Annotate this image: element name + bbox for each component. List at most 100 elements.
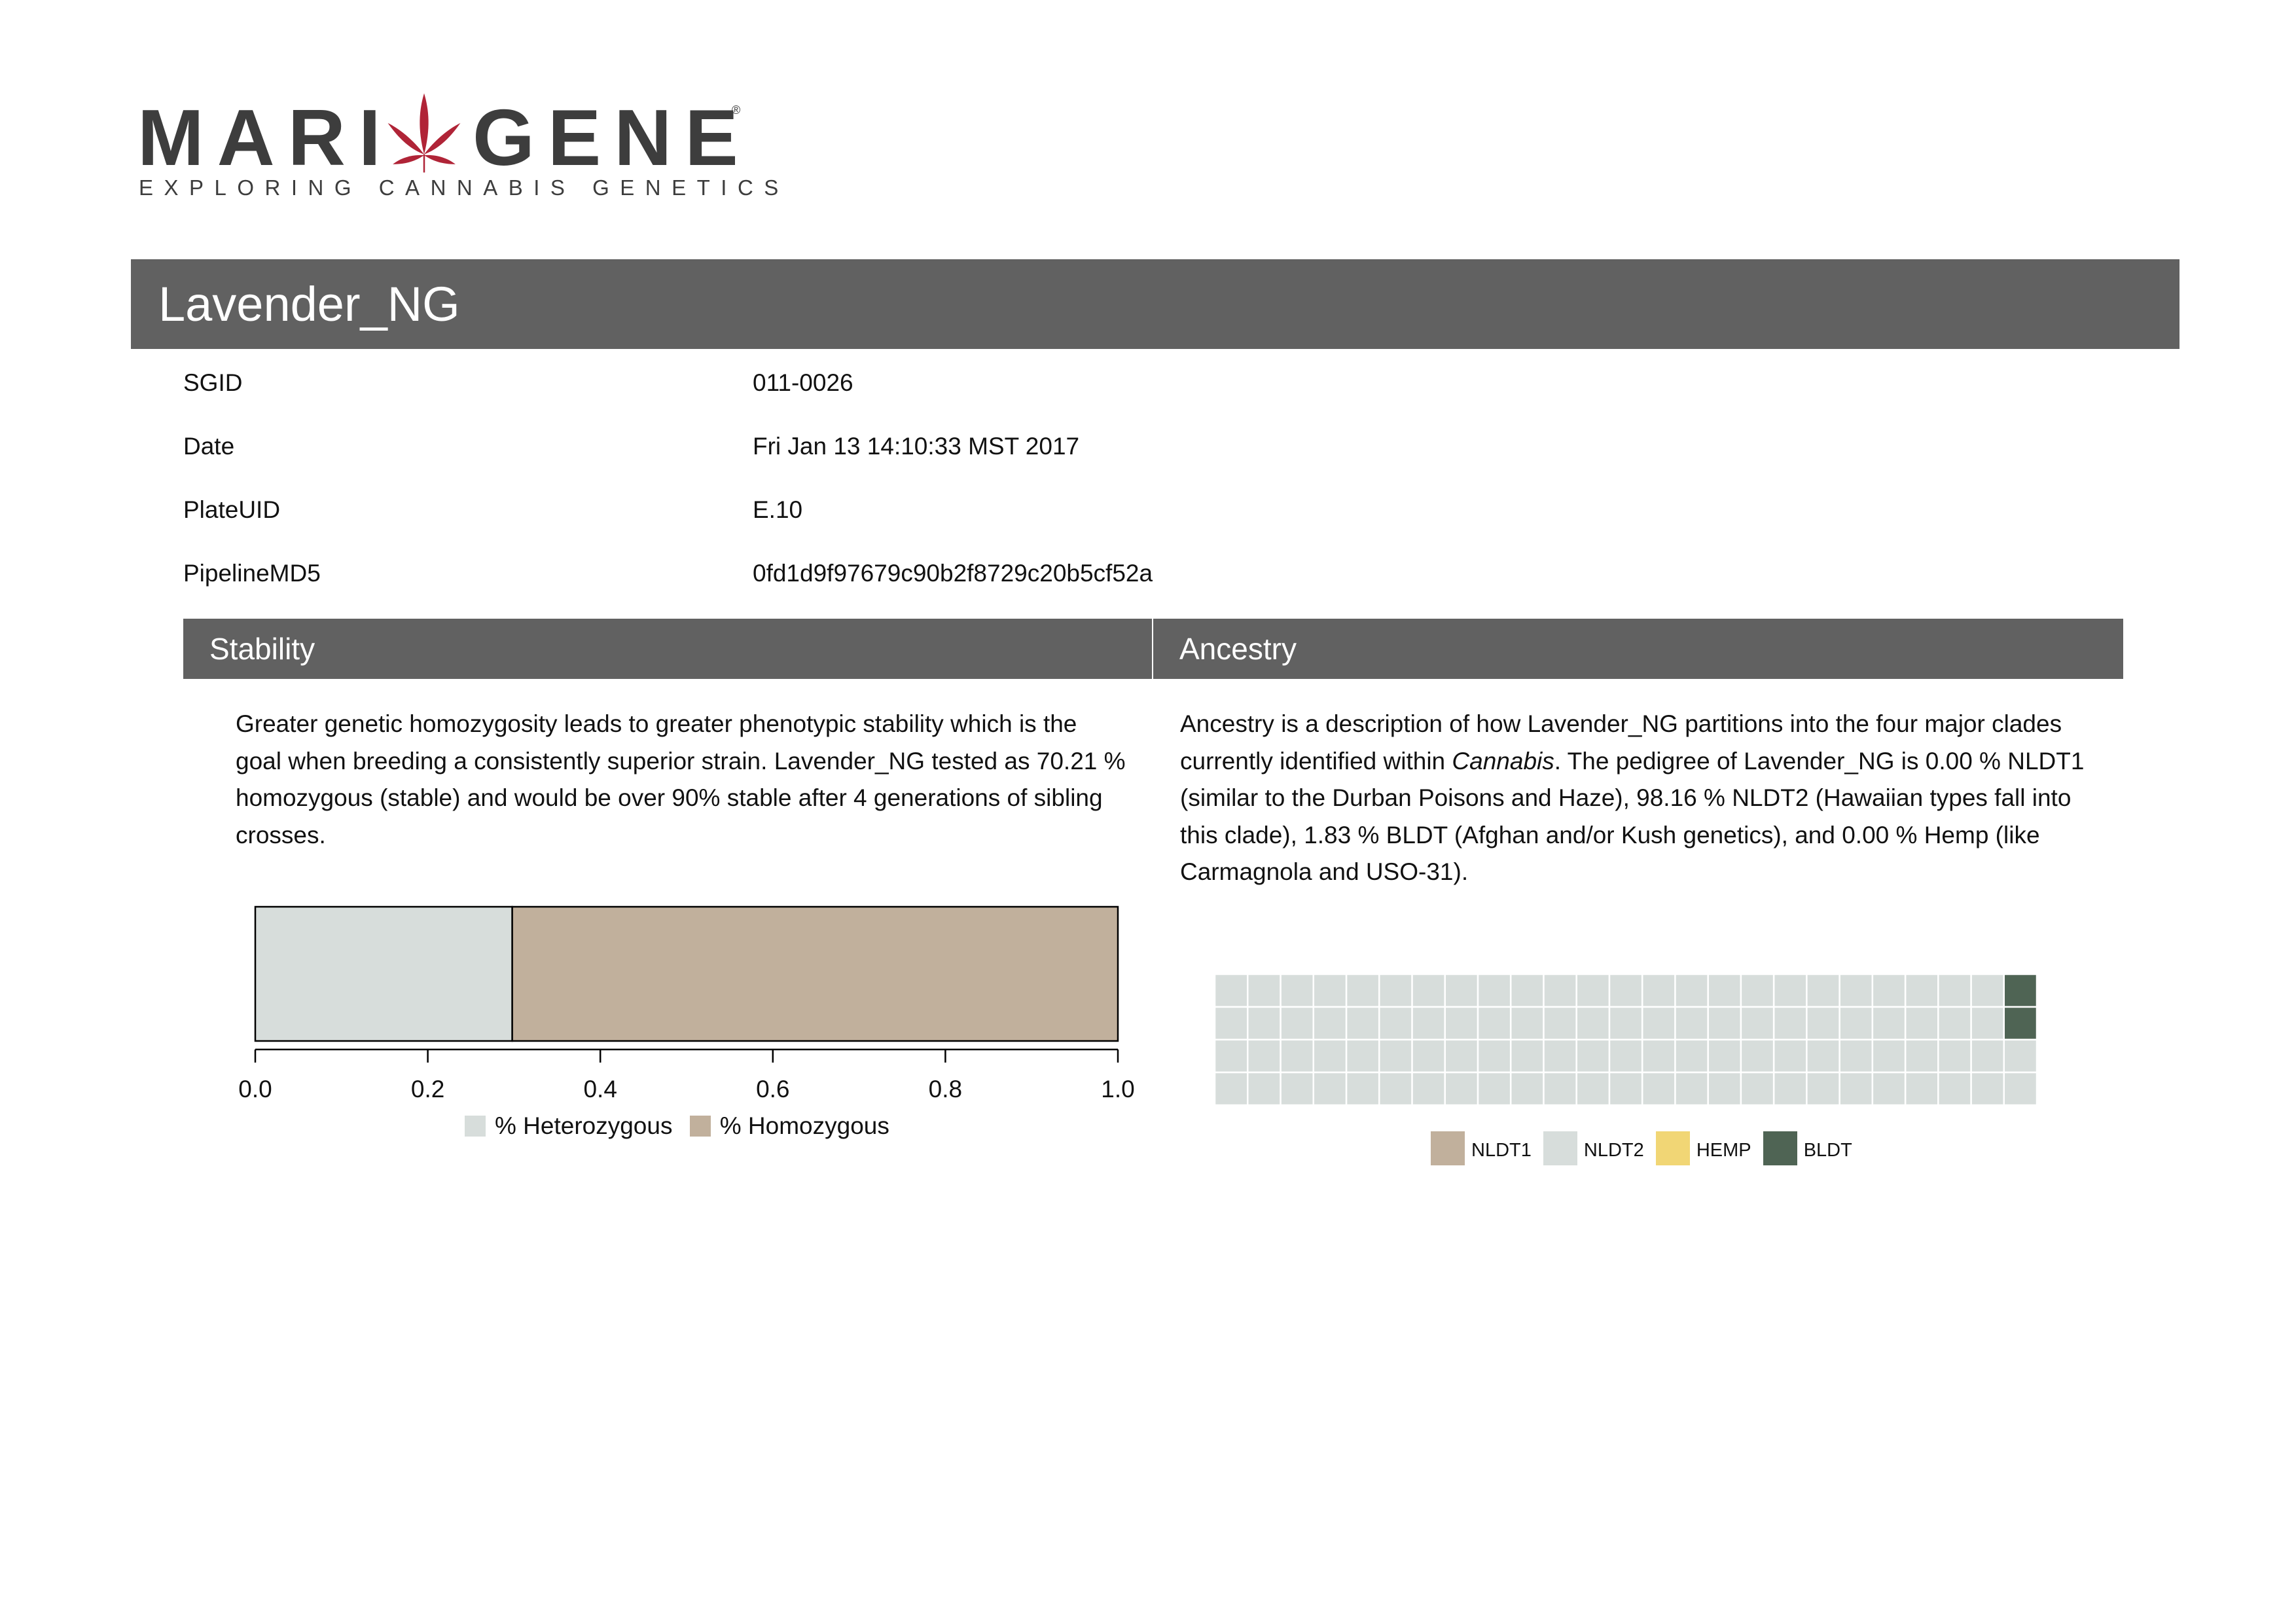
waffle-cell-nldt2 (1806, 1006, 1840, 1041)
ancestry-text-end: . The pedigree of Lavender_NG is 0.00 % … (1180, 747, 2085, 886)
ancestry-paragraph: Ancestry is a description of how Lavende… (1180, 706, 2096, 891)
waffle-cell-nldt2 (1411, 973, 1446, 1008)
cannabis-leaf-icon (387, 93, 461, 173)
waffle-cell-bldt (2003, 1006, 2038, 1041)
legend-item-nldt2: NLDT2 (1543, 1131, 1644, 1168)
waffle-cell-nldt2 (1641, 1038, 1676, 1074)
waffle-cell-nldt2 (1904, 1038, 1939, 1074)
waffle-cell-nldt2 (1575, 1038, 1611, 1074)
bar-segment-heterozygous (254, 905, 513, 1042)
waffle-cell-nldt2 (1246, 1006, 1282, 1041)
ancestry-text-start: Ancestry is a description of how Lavende… (1180, 710, 2062, 775)
waffle-cell-nldt2 (1444, 973, 1479, 1008)
leaf-stem (423, 154, 425, 173)
waffle-cell-nldt2 (1904, 1006, 1939, 1041)
waffle-cell-nldt2 (1970, 1071, 2005, 1106)
waffle-cell-nldt2 (1674, 973, 1709, 1008)
waffle-cell-nldt2 (1937, 973, 1972, 1008)
registered-mark: ® (732, 103, 741, 117)
waffle-cell-nldt2 (1806, 1071, 1840, 1106)
meta-row-pipelinemd5: PipelineMD5 0fd1d9f97679c90b2f8729c20b5c… (183, 554, 2081, 593)
waffle-cell-nldt2 (1280, 1006, 1314, 1041)
ancestry-header-label: Ancestry (1179, 632, 1297, 666)
meta-key: PipelineMD5 (183, 560, 321, 587)
meta-row-date: Date Fri Jan 13 14:10:33 MST 2017 (183, 427, 2081, 466)
waffle-cell-nldt2 (1740, 973, 1775, 1008)
waffle-cell-nldt2 (1378, 1071, 1413, 1106)
waffle-cell-nldt2 (1477, 1038, 1512, 1074)
bar-segment-homozygous (511, 905, 1119, 1042)
meta-value: 0fd1d9f97679c90b2f8729c20b5cf52a (753, 560, 1153, 587)
waffle-cell-nldt2 (1477, 1071, 1512, 1106)
waffle-cell-nldt2 (1674, 1038, 1709, 1074)
waffle-cell-nldt2 (1411, 1038, 1446, 1074)
ancestry-legend: NLDT1 NLDT2 HEMP BLDT (1431, 1131, 1859, 1167)
legend-swatch-bldt (1763, 1131, 1797, 1165)
waffle-cell-nldt2 (1444, 1038, 1479, 1074)
waffle-cell-nldt2 (1575, 1071, 1611, 1106)
waffle-cell-nldt2 (1806, 973, 1840, 1008)
waffle-cell-nldt2 (1477, 1006, 1512, 1041)
x-tick-label: 0.6 (756, 1076, 789, 1103)
waffle-cell-nldt2 (1509, 1038, 1545, 1074)
report-title: Lavender_NG (158, 277, 460, 331)
waffle-cell-nldt2 (1970, 1006, 2005, 1041)
waffle-cell-nldt2 (1839, 1071, 1874, 1106)
waffle-cell-nldt2 (1740, 1006, 1775, 1041)
legend-swatch-heterozygous (465, 1116, 486, 1137)
waffle-cell-nldt2 (1772, 1038, 1808, 1074)
waffle-cell-nldt2 (1444, 1006, 1479, 1041)
waffle-cell-nldt2 (1839, 1038, 1874, 1074)
legend-label: % Heterozygous (495, 1112, 673, 1139)
waffle-cell-nldt2 (1707, 1006, 1742, 1041)
marigene-logo: MARI GENE ® EXPLORING CANNABIS GENETICS (137, 92, 778, 203)
waffle-cell-nldt2 (1411, 1071, 1446, 1106)
waffle-cell-nldt2 (1378, 1006, 1413, 1041)
waffle-cell-nldt2 (1937, 1071, 1972, 1106)
logo-tagline: EXPLORING CANNABIS GENETICS (139, 175, 789, 200)
waffle-cell-nldt2 (1378, 973, 1413, 1008)
waffle-cell-nldt2 (1543, 973, 1577, 1008)
legend-item-hemp: HEMP (1655, 1131, 1751, 1168)
waffle-cell-nldt2 (1312, 1038, 1348, 1074)
waffle-cell-nldt2 (1345, 973, 1380, 1008)
waffle-cell-nldt2 (1280, 1038, 1314, 1074)
waffle-cell-nldt2 (1674, 1071, 1709, 1106)
ancestry-text-italic: Cannabis (1452, 747, 1554, 775)
waffle-cell-nldt2 (1707, 1071, 1742, 1106)
legend-label: NLDT1 (1471, 1140, 1532, 1161)
legend-item-bldt: BLDT (1763, 1131, 1852, 1168)
legend-item-homozygous: % Homozygous (689, 1112, 889, 1140)
ancestry-waffle-chart (1213, 973, 2038, 1106)
waffle-cell-nldt2 (1937, 1006, 1972, 1041)
waffle-cell-nldt2 (1772, 1006, 1808, 1041)
waffle-cell-nldt2 (1378, 1038, 1413, 1074)
stability-header-label: Stability (209, 632, 315, 666)
waffle-cell-nldt2 (1509, 1071, 1545, 1106)
waffle-cell-nldt2 (1707, 1038, 1742, 1074)
stability-header: Stability (183, 619, 1152, 679)
waffle-cell-nldt2 (1871, 1071, 1907, 1106)
waffle-cell-nldt2 (1246, 1038, 1282, 1074)
waffle-cell-nldt2 (1312, 973, 1348, 1008)
legend-label: NLDT2 (1583, 1140, 1644, 1161)
waffle-cell-nldt2 (1904, 1071, 1939, 1106)
waffle-cell-nldt2 (1213, 1071, 1249, 1106)
waffle-cell-nldt2 (1213, 1006, 1249, 1041)
ancestry-header: Ancestry (1153, 619, 2123, 679)
legend-swatch-homozygous (689, 1116, 711, 1137)
legend-label: HEMP (1696, 1140, 1751, 1161)
legend-item-nldt1: NLDT1 (1431, 1131, 1532, 1168)
waffle-cell-nldt2 (1345, 1038, 1380, 1074)
waffle-cell-nldt2 (2003, 1071, 2038, 1106)
waffle-cell-nldt2 (1641, 1071, 1676, 1106)
waffle-cell-nldt2 (1641, 1006, 1676, 1041)
waffle-cell-nldt2 (1740, 1038, 1775, 1074)
waffle-cell-nldt2 (1509, 973, 1545, 1008)
waffle-cell-nldt2 (1871, 973, 1907, 1008)
waffle-cell-nldt2 (1246, 973, 1282, 1008)
waffle-cell-nldt2 (1772, 973, 1808, 1008)
leaf-center (420, 93, 429, 155)
waffle-cell-nldt2 (1312, 1006, 1348, 1041)
waffle-cell-nldt2 (1213, 1038, 1249, 1074)
